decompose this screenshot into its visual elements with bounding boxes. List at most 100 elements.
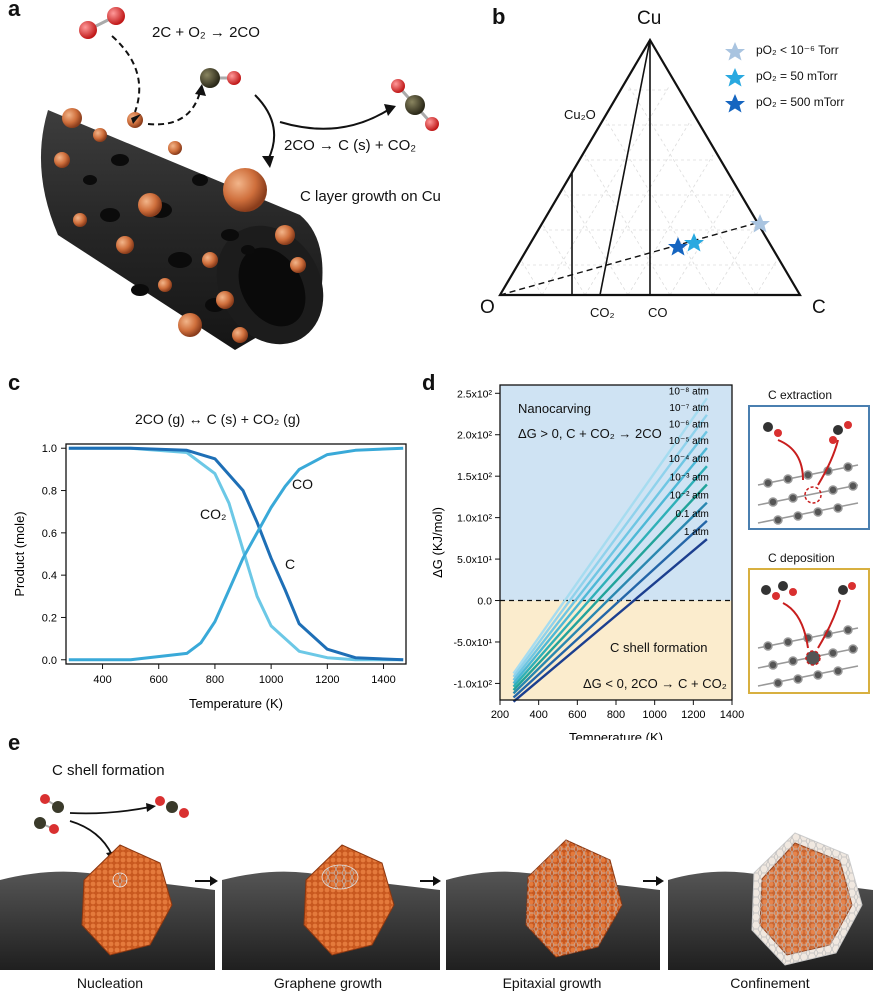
chart-c-label-co2: CO₂ (200, 506, 227, 522)
chart-c-ytick-label: 1.0 (42, 443, 57, 455)
vertex-o: O (480, 297, 495, 318)
chart-d-line-label: 10⁻⁷ atm (669, 403, 708, 414)
panel-e-illustration (0, 794, 873, 970)
chart-c-series-CO (68, 446, 404, 662)
reaction-2c-o2: 2C + O₂ → 2CO (152, 24, 260, 41)
chart-d-ylabel: ΔG (KJ/mol) (430, 507, 445, 578)
chart-d-xtick-label: 1400 (720, 709, 744, 721)
label-co: CO (648, 305, 668, 320)
copper-particles (54, 108, 306, 343)
chart-d-series (512, 447, 708, 685)
chart-c-ytick-label: 0.8 (42, 486, 57, 498)
chart-d-series (512, 538, 708, 703)
chart-c-series-CO2 (68, 446, 404, 662)
ternary-diagram (498, 37, 802, 297)
chart-d-ytick-label: 0.0 (477, 596, 492, 608)
chart-d-ytick-label: -5.0x10¹ (453, 637, 492, 649)
chart-c-ytick-label: 0.6 (42, 528, 57, 540)
chart-c-ytick-label: 0.2 (42, 612, 57, 624)
stage-graphene-growth (222, 844, 440, 970)
chart-d-xtick-label: 1000 (642, 709, 666, 721)
chart-d-line-label: 10⁻⁸ atm (669, 386, 709, 397)
stage-epitaxial-growth (446, 839, 660, 970)
chart-d-series (512, 483, 708, 691)
chart-d-line-label: 10⁻⁶ atm (669, 419, 709, 430)
chart-d-xtick-label: 400 (529, 709, 547, 721)
chart-d-line-label: 10⁻⁴ atm (669, 454, 709, 465)
chart-c-ytick-label: 0.4 (42, 570, 57, 582)
chart-d-line-label: 1 atm (684, 527, 709, 538)
vertex-c: C (812, 297, 826, 318)
chart-d-ytick-label: 5.0x10¹ (457, 554, 493, 566)
c-deposition-title: C deposition (768, 551, 835, 565)
chart-d-series (512, 430, 708, 681)
legend-50mtorr: pO₂ = 50 mTorr (756, 69, 838, 83)
chart-c-title: 2CO (g) ↔ C (s) + CO₂ (g) (135, 411, 301, 427)
legend-low-po2: pO₂ < 10⁻⁶ Torr (756, 43, 839, 57)
chart-c-xtick-label: 1000 (259, 674, 283, 686)
panel-label-c: c (8, 370, 21, 395)
chart-d-ytick-label: 2.0x10² (457, 430, 493, 442)
chart-c-xtick-label: 1400 (371, 674, 395, 686)
chart-c-label-c: C (285, 556, 296, 572)
stage-confinement (668, 832, 873, 970)
co-molecule (200, 68, 241, 88)
c-extraction-box (748, 405, 870, 530)
star-marker-50mTorr (684, 233, 704, 252)
chart-d-xlabel: Temperature (K) (569, 730, 663, 740)
region-title-shell: C shell formation (610, 640, 708, 655)
chart-d-line-label: 10⁻² atm (670, 491, 709, 502)
panel-label-a: a (8, 0, 21, 21)
chart-c-xtick-label: 1200 (315, 674, 339, 686)
chart-d-xtick-label: 600 (568, 709, 586, 721)
star-marker-low (750, 214, 770, 233)
chart-d-series (512, 465, 708, 688)
region-title-nanocarving: Nanocarving (518, 401, 591, 416)
c-extraction-title: C extraction (768, 388, 833, 402)
panel-label-e: e (8, 730, 21, 755)
chart-c-xtick-label: 600 (150, 674, 168, 686)
region-nanocarving (500, 385, 732, 601)
panel-a-illustration (40, 7, 439, 350)
chart-d-ytick-label: 2.5x10² (457, 388, 493, 400)
stage-label-epitaxial-growth: Epitaxial growth (502, 975, 602, 991)
chart-d-line-label: 0.1 atm (676, 509, 709, 520)
chart-d-series (512, 397, 708, 675)
ternary-grid (520, 84, 778, 296)
label-co2: CO₂ (590, 305, 615, 320)
c-deposition-box (748, 568, 870, 694)
chart-d-ytick-label: 1.0x10² (457, 513, 493, 525)
co2-molecule (391, 79, 439, 131)
region-eq-shell: ΔG < 0, 2CO → C + CO₂ (583, 676, 727, 691)
chart-d-xtick-label: 1200 (681, 709, 705, 721)
chart-c-xlabel: Temperature (K) (189, 696, 283, 711)
stage-nucleation (0, 844, 215, 970)
stage-label-nucleation: Nucleation (76, 975, 144, 991)
panel-e-title: C shell formation (52, 762, 165, 779)
chart-d-ytick-label: 1.5x10² (457, 471, 493, 483)
chart-c-xtick-label: 400 (93, 674, 111, 686)
stage-label-confinement: Confinement (730, 975, 810, 991)
chart-d-xtick-label: 200 (491, 709, 509, 721)
chart-c-ylabel: Product (mole) (12, 511, 27, 596)
o2-molecule (79, 7, 125, 39)
chart-d-xtick-label: 800 (607, 709, 625, 721)
panel-label-d: d (422, 370, 436, 395)
reaction-co-disproportionation: 2CO → C (s) + CO₂ (284, 137, 417, 154)
chart-d-series (512, 501, 708, 695)
stage-label-graphene-growth: Graphene growth (273, 975, 383, 991)
legend-500mtorr: pO₂ = 500 mTorr (756, 95, 845, 109)
chart-c-xtick-label: 800 (206, 674, 224, 686)
chart-c-label-co: CO (292, 476, 313, 492)
vertex-cu: Cu (637, 8, 662, 29)
chart-c-frame (65, 443, 407, 665)
chart-c-series-C (68, 446, 404, 662)
chart-c: 400 600 800 1000 1200 1400 0.0 0.2 0.4 0.6 0.8 1.0 T… (12, 443, 407, 711)
chart-c-ytick-label: 0.0 (42, 655, 57, 667)
panel-a-caption: C layer growth on Cu (300, 188, 441, 205)
label-cu2o: Cu₂O (564, 107, 596, 122)
chart-d-series (512, 414, 708, 678)
chart-d: 200 400 600 800 1000 1200 1400 -1.0x10² -5.0x10¹… (430, 384, 744, 740)
region-eq-nanocarving: ΔG > 0, C + CO₂ → 2CO (518, 426, 662, 441)
chart-d-line-label: 10⁻³ atm (670, 472, 709, 483)
